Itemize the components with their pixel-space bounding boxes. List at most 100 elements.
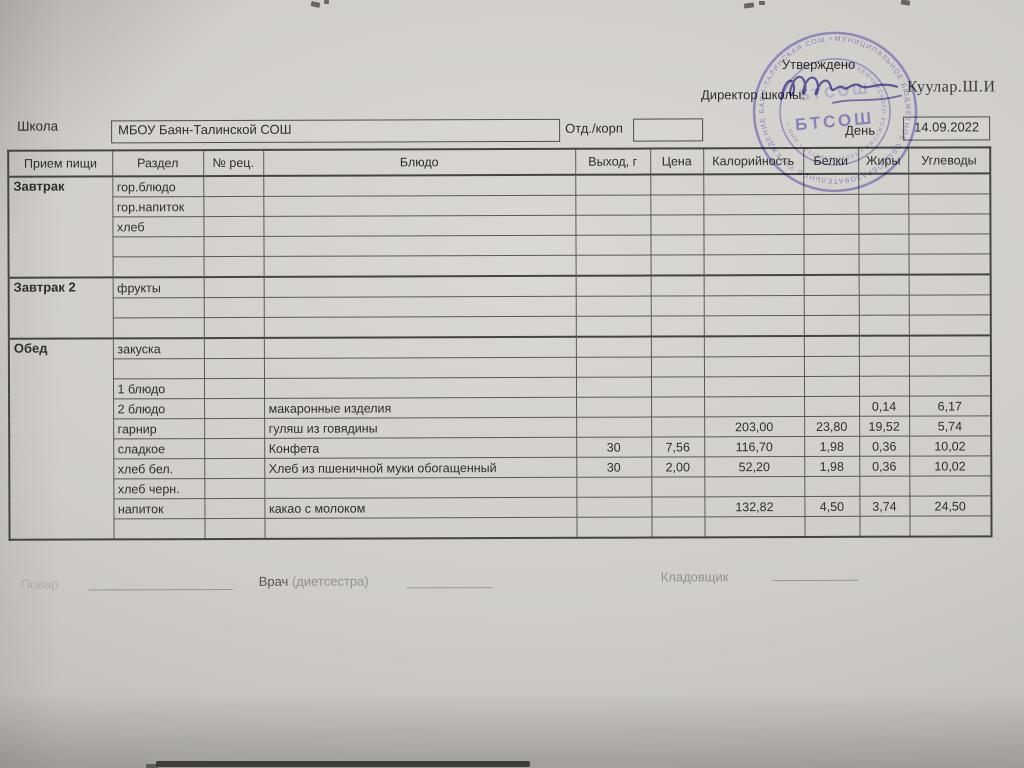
cell-carbs [908, 375, 992, 397]
cell-price [651, 476, 705, 498]
cell-recipe [204, 438, 265, 459]
footer-doctor-line [406, 587, 493, 589]
footer-doctor-label: Врач [258, 573, 289, 589]
cell-razdel: хлеб [112, 216, 204, 237]
cell-recipe [204, 498, 265, 519]
column-header: Выход, г [575, 148, 651, 175]
cell-dish [263, 255, 576, 277]
cell-razdel: хлеб бел. [113, 458, 205, 479]
cell-out [576, 497, 652, 518]
cell-out [575, 255, 651, 276]
cell-razdel: гор.напиток [112, 196, 204, 217]
cell-kcal: 52,20 [704, 456, 805, 477]
cell-fat [858, 295, 909, 316]
cell-dish [263, 296, 576, 318]
cell-carbs [909, 515, 992, 537]
cell-razdel: закуска [112, 338, 204, 359]
cell-recipe [203, 216, 264, 237]
cell-out [575, 195, 651, 216]
cell-dish: гуляш из говядины [264, 417, 577, 439]
stamp-center-text: БТСОШ [794, 108, 875, 134]
stamp-center-ghost: БТСОШ [798, 80, 871, 105]
cell-recipe [203, 236, 264, 257]
cell-dish [263, 174, 576, 197]
cell-fat: 0,36 [859, 456, 910, 477]
cell-price [651, 496, 705, 518]
cell-razdel: гор.блюдо [112, 176, 204, 197]
cell-protein [803, 274, 859, 296]
cell-fat: 0,36 [859, 436, 910, 457]
cell-dish [263, 275, 576, 298]
cell-razdel: сладкое [113, 438, 205, 459]
cell-recipe [203, 297, 264, 318]
column-header: Блюдо [263, 148, 576, 176]
column-header: № рец. [203, 149, 264, 177]
cell-kcal [704, 516, 805, 538]
cell-recipe [203, 256, 264, 278]
cell-out [575, 235, 651, 256]
cell-recipe [204, 518, 265, 540]
cell-protein [803, 234, 859, 255]
cell-fat [859, 476, 910, 497]
dept-label: Отд./корп [565, 120, 623, 136]
cell-price [650, 254, 704, 276]
cell-recipe [203, 378, 265, 399]
cell-price [651, 396, 705, 418]
cell-out [575, 377, 652, 398]
cell-carbs [908, 314, 991, 336]
cell-dish [263, 316, 576, 338]
dept-value-box [633, 118, 704, 142]
cell-dish [263, 235, 576, 257]
cell-out [576, 477, 652, 498]
cell-carbs [908, 213, 991, 235]
footer-cook-line [88, 588, 233, 591]
cell-kcal [704, 396, 805, 417]
cell-price [650, 295, 704, 317]
cell-dish [263, 195, 576, 217]
cell-dish: какао с молоком [264, 497, 577, 519]
footer-doctor-label-faint: (диетсестра) [291, 573, 369, 589]
cell-razdel: гарнир [113, 418, 205, 439]
cell-recipe [204, 458, 265, 479]
cell-out [576, 417, 652, 438]
cell-price [651, 416, 705, 438]
cell-out [576, 517, 652, 538]
cell-protein: 4,50 [804, 496, 860, 517]
cell-carbs: 10,02 [909, 435, 992, 457]
cell-price [650, 315, 704, 337]
cell-razdel: напиток [113, 498, 205, 519]
cell-razdel: 2 блюдо [113, 398, 205, 419]
cell-razdel [113, 518, 205, 540]
cell-protein [803, 335, 859, 357]
cell-fat [858, 356, 909, 377]
cell-price [650, 234, 704, 256]
cell-carbs [909, 475, 992, 497]
cell-fat: 19,52 [859, 416, 910, 437]
cell-recipe [204, 478, 265, 499]
footer-storekeeper-label: Кладовщик [660, 569, 729, 585]
cell-out [575, 357, 651, 378]
school-label: Школа [17, 118, 59, 134]
cell-recipe [203, 276, 264, 298]
meal-cell: Завтрак [8, 176, 113, 278]
cell-price [650, 336, 704, 358]
cell-out: 30 [576, 437, 652, 458]
cell-dish [263, 215, 576, 237]
cell-fat [858, 254, 909, 275]
cell-recipe [204, 398, 265, 419]
cell-fat [858, 274, 909, 296]
column-header: Цена [650, 148, 704, 175]
cell-out [575, 174, 651, 196]
cell-kcal [703, 376, 805, 397]
cell-out [575, 316, 651, 337]
table-row [9, 515, 992, 540]
cell-razdel: 1 блюдо [112, 378, 205, 399]
cell-dish [264, 477, 577, 499]
desk-edge [146, 764, 158, 768]
footer-cook-label: Повар [20, 576, 59, 592]
cell-out [576, 397, 652, 418]
cell-out [575, 336, 651, 358]
cell-fat [858, 315, 909, 336]
cell-fat [858, 376, 910, 397]
